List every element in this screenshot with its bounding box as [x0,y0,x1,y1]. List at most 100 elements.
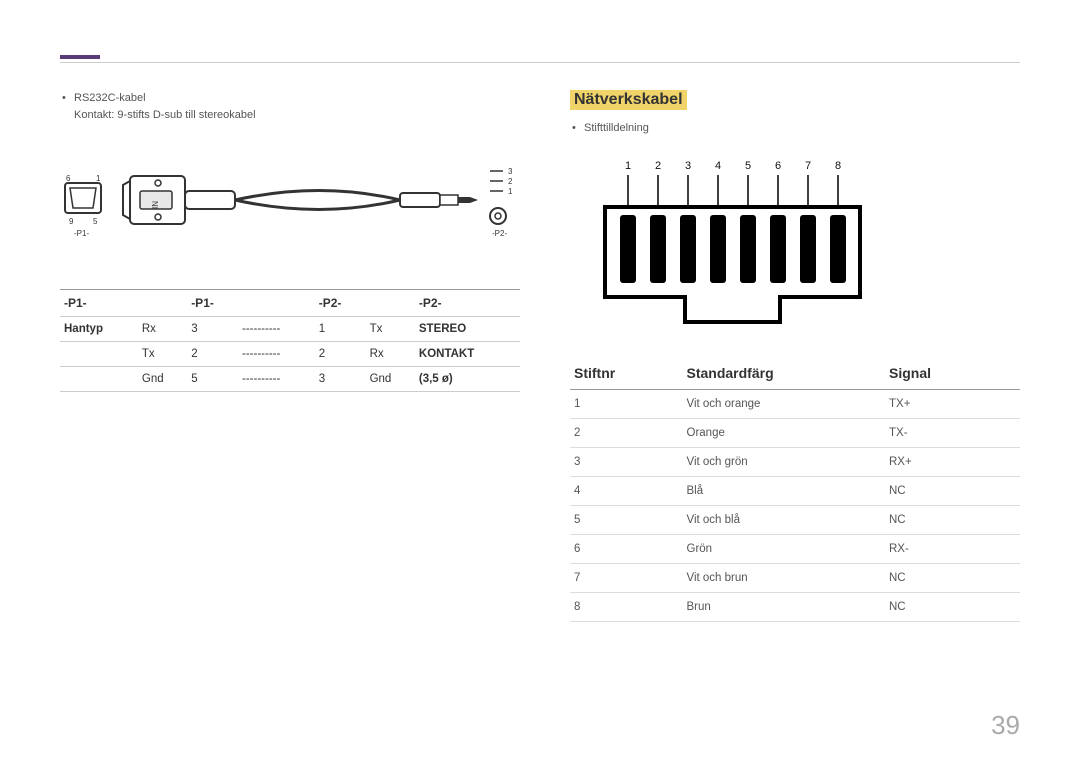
jack-line-3: 3 [508,167,513,176]
cell: 2 [315,342,366,367]
dsub-corner-5: 5 [93,217,98,226]
cell: 2 [187,342,238,367]
cell: Rx [138,317,187,342]
cell: RX+ [885,447,1020,476]
cell: 3 [570,447,683,476]
cell: KONTAKT [415,342,520,367]
rj-header-row: Stiftnr Standardfärg Signal [570,357,1020,390]
cell: STEREO [415,317,520,342]
rj45-diagram: 1 2 3 4 5 6 7 8 [570,147,1020,337]
th-pinno: Stiftnr [570,357,683,390]
rs232-pin-table: -P1- -P1- -P2- -P2- Hantyp Rx 3 --------… [60,289,520,392]
cell: RX- [885,534,1020,563]
in-label: IN [151,201,160,209]
dsub-p1-label: -P1- [74,229,89,238]
cell: 7 [570,563,683,592]
table-row: Gnd 5 ---------- 3 Gnd (3,5 ø) [60,367,520,392]
table-row: 6GrönRX- [570,534,1020,563]
cell: Vit och brun [683,563,886,592]
th-empty3 [366,290,415,317]
rj45-num-5: 5 [745,160,751,172]
content-columns: RS232C-kabel Kontakt: 9-stifts D-sub til… [60,90,1020,622]
rs232-bullet-sub: Kontakt: 9-stifts D-sub till stereokabel [60,107,520,124]
cell [60,367,138,392]
rj45-num-2: 2 [655,160,661,172]
table-row: 5Vit och blåNC [570,505,1020,534]
dsub-corner-9: 9 [69,217,74,226]
cell: 2 [570,418,683,447]
cell: 1 [315,317,366,342]
cell: 3 [187,317,238,342]
cell: (3,5 ø) [415,367,520,392]
top-rule [60,62,1020,63]
table-row: Hantyp Rx 3 ---------- 1 Tx STEREO [60,317,520,342]
th-color: Standardfärg [683,357,886,390]
table-row: 1Vit och orangeTX+ [570,389,1020,418]
right-column: Nätverkskabel Stifttilldelning 1 2 3 4 5… [570,90,1020,622]
th-empty1 [138,290,187,317]
cell: 3 [315,367,366,392]
rj45-num-1: 1 [625,160,631,172]
cell: Orange [683,418,886,447]
th-p2a: -P2- [315,290,366,317]
dsub-corner-6: 6 [66,174,71,183]
cell: 5 [187,367,238,392]
cell: NC [885,476,1020,505]
cell: 6 [570,534,683,563]
cell: ---------- [238,367,315,392]
cell: ---------- [238,342,315,367]
jack-line-2: 2 [508,177,513,186]
cell: Rx [366,342,415,367]
pin-assignment-bullet: Stifttilldelning [570,120,1020,137]
cell [60,342,138,367]
dsub-corner-1: 1 [96,174,101,183]
th-empty2 [238,290,315,317]
col0-label: Hantyp [60,317,138,342]
table-row: Tx 2 ---------- 2 Rx KONTAKT [60,342,520,367]
cell: 5 [570,505,683,534]
rj45-num-8: 8 [835,160,841,172]
cell: Grön [683,534,886,563]
network-cable-heading: Nätverkskabel [570,90,687,110]
cell: ---------- [238,317,315,342]
th-p2b: -P2- [415,290,520,317]
cell: Brun [683,592,886,621]
rj45-num-4: 4 [715,160,721,172]
cell: 8 [570,592,683,621]
accent-bar [60,55,100,59]
table-row: 3Vit och grönRX+ [570,447,1020,476]
cell: TX+ [885,389,1020,418]
page-number: 39 [991,710,1020,741]
rj45-num-6: 6 [775,160,781,172]
cell: Vit och grön [683,447,886,476]
rj45-num-7: 7 [805,160,811,172]
cell: Vit och blå [683,505,886,534]
rj45-pin-table: Stiftnr Standardfärg Signal 1Vit och ora… [570,357,1020,622]
cell: Tx [138,342,187,367]
cell: 1 [570,389,683,418]
cell: 4 [570,476,683,505]
cell: NC [885,563,1020,592]
cell: Tx [366,317,415,342]
th-signal: Signal [885,357,1020,390]
jack-p2-label: -P2- [492,229,507,238]
th-p1b: -P1- [187,290,238,317]
rs232-diagram: 6 1 9 5 -P1- IN [60,141,520,271]
table-row: 4BlåNC [570,476,1020,505]
cell: Blå [683,476,886,505]
rs232-bullet-title: RS232C-kabel [60,90,520,107]
cell: NC [885,505,1020,534]
table-row: 8BrunNC [570,592,1020,621]
left-column: RS232C-kabel Kontakt: 9-stifts D-sub til… [60,90,520,622]
cell: TX- [885,418,1020,447]
table-row: 2OrangeTX- [570,418,1020,447]
cell: Vit och orange [683,389,886,418]
cell: NC [885,592,1020,621]
jack-line-1: 1 [508,187,513,196]
cell: Gnd [366,367,415,392]
table-header-row: -P1- -P1- -P2- -P2- [60,290,520,317]
th-p1a: -P1- [60,290,138,317]
table-row: 7Vit och brunNC [570,563,1020,592]
cell: Gnd [138,367,187,392]
rj45-num-3: 3 [685,160,691,172]
